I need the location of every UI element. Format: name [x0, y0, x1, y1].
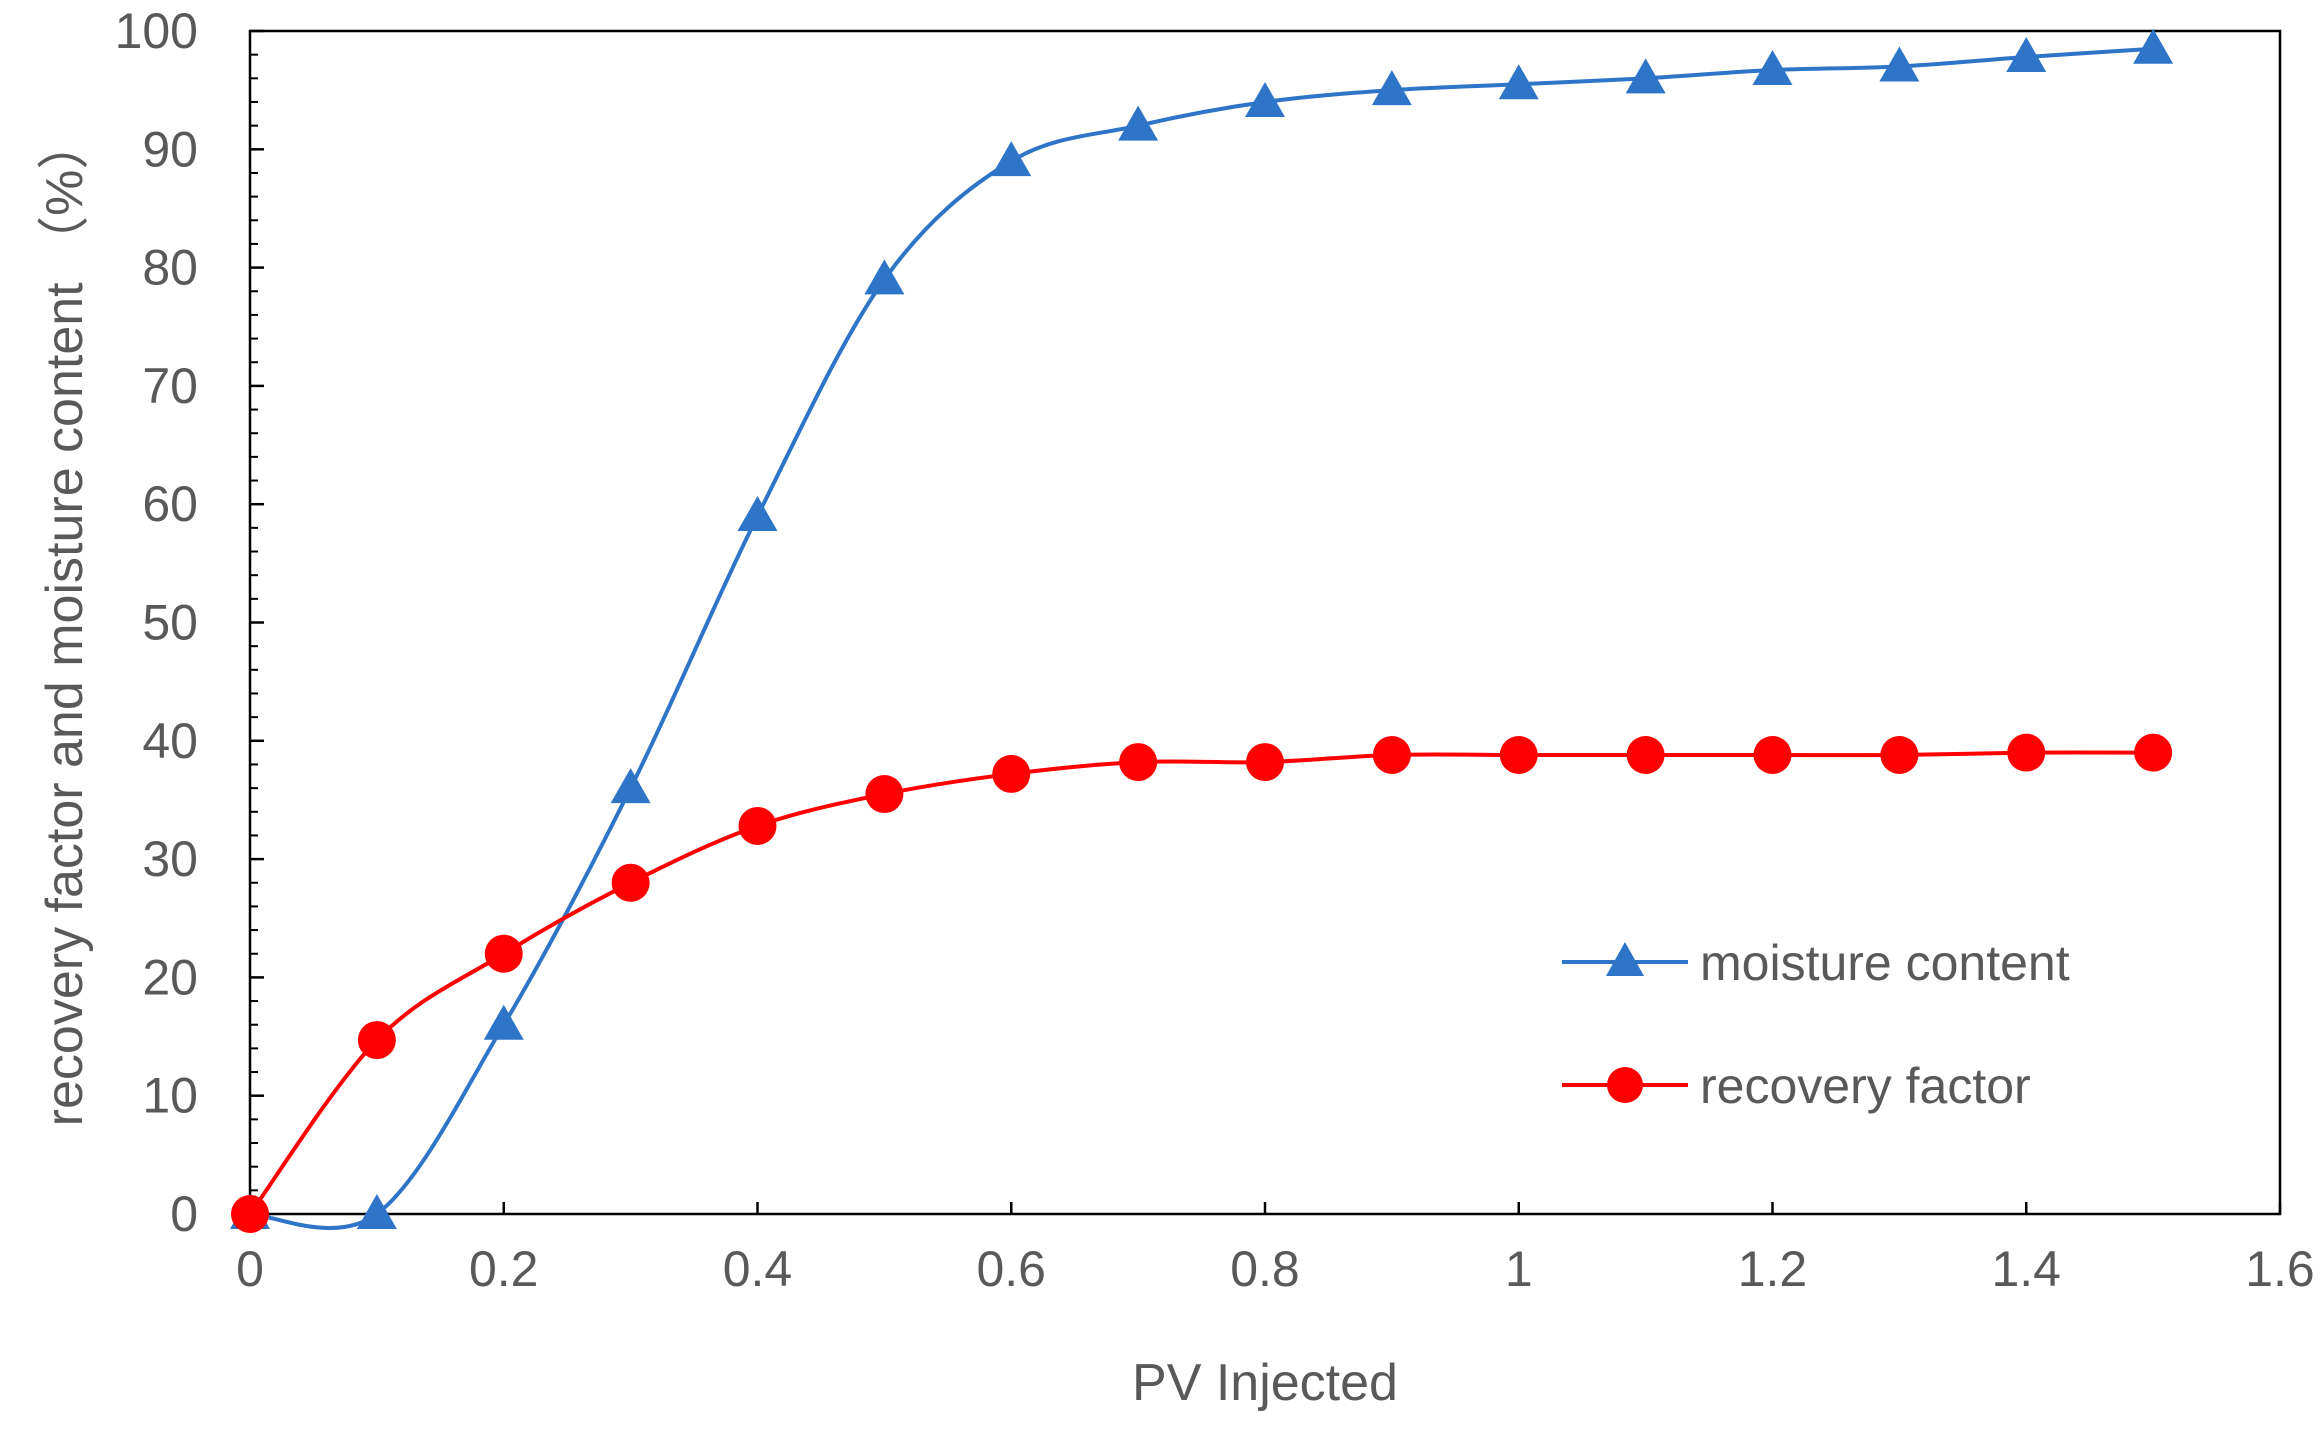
- data-point-moisture-content: [2133, 28, 2174, 64]
- legend: moisture content recovery factor: [1562, 935, 2070, 1114]
- data-point-moisture-content: [991, 141, 1032, 177]
- data-point-recovery-factor: [357, 1021, 396, 1060]
- x-axis-ticks: 0 0.2 0.4 0.6 0.8 1 1.2 1.4 1.6: [236, 1202, 2315, 1297]
- data-point-moisture-content: [1752, 50, 1793, 86]
- legend-triangle-icon: [1606, 942, 1644, 976]
- legend-entry-recovery-factor: recovery factor: [1562, 1058, 2031, 1114]
- data-point-recovery-factor: [1626, 735, 1665, 774]
- y-tick-label: 70: [142, 358, 198, 414]
- data-point-moisture-content: [1245, 81, 1285, 117]
- series-lines: [248, 46, 2154, 1230]
- legend-circle-icon: [1607, 1067, 1643, 1103]
- x-tick-label: 1.2: [1738, 1241, 1808, 1297]
- series-markers: [230, 28, 2174, 1233]
- data-point-moisture-content: [2006, 37, 2047, 73]
- y-tick-label: 50: [142, 595, 198, 651]
- data-point-recovery-factor: [611, 863, 650, 902]
- x-tick-label: 1: [1505, 1241, 1533, 1297]
- plot-area: [248, 29, 2282, 1216]
- y-minor-ticks: [250, 53, 258, 1192]
- data-point-moisture-content: [1371, 70, 1412, 106]
- data-point-recovery-factor: [1372, 735, 1411, 774]
- y-axis-title: recovery factor and moisture content （%）: [36, 118, 94, 1127]
- data-point-moisture-content: [1118, 105, 1159, 141]
- legend-label-recovery-factor: recovery factor: [1700, 1058, 2031, 1114]
- data-point-recovery-factor: [1119, 743, 1158, 782]
- data-point-recovery-factor: [1880, 735, 1919, 774]
- data-point-recovery-factor: [484, 934, 523, 973]
- x-tick-label: 0: [236, 1241, 264, 1297]
- x-tick-label: 0.4: [723, 1241, 793, 1297]
- data-point-recovery-factor: [738, 806, 777, 845]
- data-point-moisture-content: [1625, 58, 1666, 94]
- data-point-recovery-factor: [2134, 733, 2173, 772]
- data-point-recovery-factor: [1753, 735, 1792, 774]
- x-axis-title: PV Injected: [1132, 1354, 1398, 1412]
- data-point-recovery-factor: [1246, 743, 1284, 782]
- data-point-moisture-content: [864, 259, 905, 295]
- x-tick-label: 1.6: [2245, 1241, 2315, 1297]
- y-tick-label: 40: [142, 713, 198, 769]
- data-point-moisture-content: [737, 496, 778, 532]
- data-point-moisture-content: [356, 1194, 397, 1229]
- y-tick-label: 90: [142, 121, 198, 177]
- data-point-moisture-content: [610, 768, 651, 804]
- data-point-moisture-content: [1498, 64, 1539, 100]
- legend-entry-moisture-content: moisture content: [1562, 935, 2070, 991]
- x-tick-label: 0.6: [976, 1241, 1046, 1297]
- y-tick-label: 100: [115, 3, 198, 59]
- data-point-recovery-factor: [231, 1195, 269, 1233]
- y-tick-label: 0: [170, 1186, 198, 1242]
- series-line-moisture-content: [249, 46, 2154, 1230]
- data-point-recovery-factor: [2007, 733, 2046, 772]
- y-tick-label: 20: [142, 949, 198, 1005]
- y-tick-label: 10: [142, 1068, 198, 1124]
- y-tick-label: 80: [142, 240, 198, 296]
- data-point-moisture-content: [1879, 46, 1920, 82]
- data-point-recovery-factor: [865, 775, 904, 814]
- y-tick-label: 60: [142, 476, 198, 532]
- data-point-recovery-factor: [992, 754, 1031, 793]
- legend-label-moisture-content: moisture content: [1700, 935, 2070, 991]
- x-tick-label: 1.4: [1991, 1241, 2061, 1297]
- series-line-recovery-factor: [248, 750, 2154, 1216]
- x-tick-label: 0.8: [1230, 1241, 1300, 1297]
- x-tick-label: 0.2: [469, 1241, 539, 1297]
- data-point-moisture-content: [483, 1004, 524, 1040]
- y-tick-label: 30: [142, 831, 198, 887]
- y-axis-ticks: 0 10 20 30 40 50 60 70 80 90 100: [115, 3, 264, 1242]
- data-point-recovery-factor: [1499, 735, 1538, 774]
